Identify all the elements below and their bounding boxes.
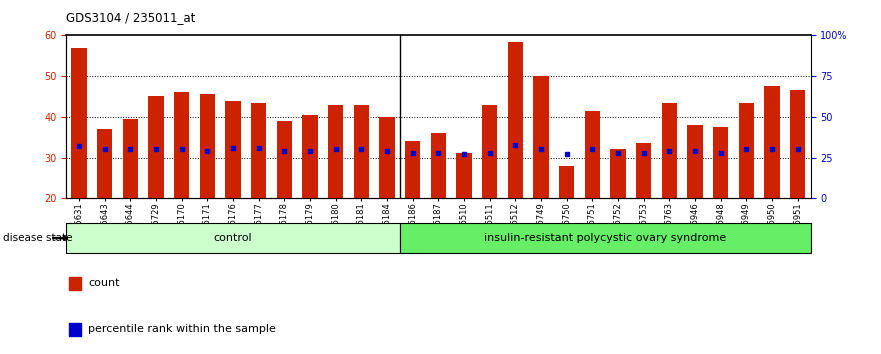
Bar (71, 47, 86, 198)
Bar (200, 95, 215, 198)
Bar (611, 149, 626, 198)
Bar (738, 103, 754, 198)
Bar (765, 86, 780, 198)
Bar (148, 96, 164, 198)
Bar (226, 101, 241, 198)
Bar (277, 121, 292, 198)
Bar (713, 127, 729, 198)
Bar (533, 76, 549, 198)
Bar (122, 119, 138, 198)
Bar (431, 133, 446, 198)
Bar (482, 105, 498, 198)
Bar (174, 92, 189, 198)
Bar (379, 117, 395, 198)
Bar (662, 103, 677, 198)
Bar (251, 103, 266, 198)
Bar (353, 105, 369, 198)
Text: control: control (213, 233, 252, 243)
Bar (636, 143, 651, 198)
Bar (302, 115, 318, 198)
Bar (97, 129, 112, 198)
Bar (559, 166, 574, 198)
Bar (328, 105, 344, 198)
Bar (585, 111, 600, 198)
Text: percentile rank within the sample: percentile rank within the sample (88, 324, 276, 334)
Text: disease state: disease state (3, 233, 72, 243)
Bar (405, 141, 420, 198)
Bar (507, 41, 523, 198)
Text: count: count (88, 278, 120, 288)
Text: insulin-resistant polycystic ovary syndrome: insulin-resistant polycystic ovary syndr… (484, 233, 726, 243)
Bar (687, 125, 703, 198)
Bar (456, 154, 471, 198)
Bar (790, 90, 805, 198)
Text: GDS3104 / 235011_at: GDS3104 / 235011_at (66, 11, 196, 24)
